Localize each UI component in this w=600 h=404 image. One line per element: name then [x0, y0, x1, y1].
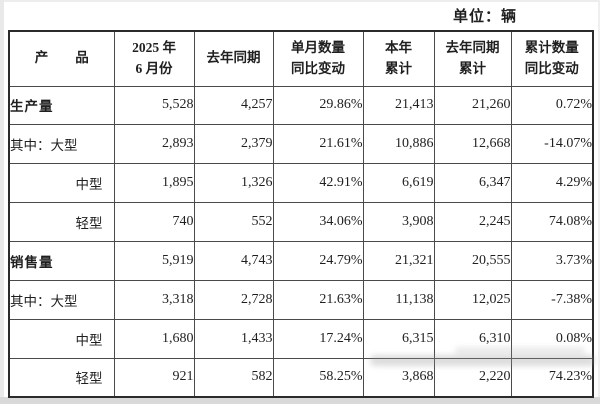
cell-value: 74.23% [510, 357, 594, 398]
table-row-sales: 销售量 5,919 4,743 24.79% 21,321 20,555 3.7… [8, 241, 594, 281]
header-line: 累计 [459, 60, 486, 76]
cell-value: -7.38% [510, 279, 594, 320]
cell-value: 74.08% [510, 202, 594, 243]
col-header-last-year-period: 去年同期 [193, 30, 274, 87]
row-label: 其中：大型 [8, 124, 115, 165]
cell-value: 34.06% [272, 202, 364, 243]
header-line: 6 月份 [135, 60, 173, 76]
cell-value: 3,318 [113, 279, 195, 320]
production-sales-table: 产 品 2025 年 6 月份 去年同期 单月数量 同比变动 本年 累 [8, 30, 594, 399]
cell-value: 4.29% [510, 163, 594, 204]
cell-value: 21,260 [433, 85, 512, 126]
cell-value: 12,025 [433, 279, 512, 320]
row-label: 中型 [8, 163, 115, 204]
cell-value: -14.07% [510, 124, 594, 165]
header-line: 产 品 [34, 50, 89, 66]
col-header-monthly-yoy-change: 单月数量 同比变动 [272, 30, 364, 87]
row-label: 轻型 [8, 202, 115, 243]
cell-value: 1,326 [193, 163, 274, 204]
cell-value: 6,619 [362, 163, 435, 204]
table-row-sales-medium: 中型 1,680 1,433 17.24% 6,315 6,310 0.08% [8, 318, 594, 359]
cell-value: 5,919 [113, 241, 195, 281]
col-header-cumulative-yoy-change: 累计数量 同比变动 [510, 30, 594, 87]
col-header-last-year-ytd: 去年同期 累计 [433, 30, 512, 87]
cell-value: 11,138 [362, 279, 435, 320]
cell-value: 3,908 [362, 202, 435, 243]
cell-value: 4,257 [193, 85, 274, 126]
cell-value: 5,528 [113, 85, 195, 126]
table-row-production: 生产量 5,528 4,257 29.86% 21,413 21,260 0.7… [8, 85, 594, 126]
cell-value: 552 [193, 202, 274, 243]
cell-value: 21,413 [362, 85, 435, 126]
row-label: 生产量 [8, 85, 115, 126]
cell-value: 21.61% [272, 124, 364, 165]
header-line: 单月数量 [291, 39, 345, 55]
header-line: 累计 [385, 60, 412, 76]
header-line: 去年同期 [445, 39, 500, 55]
cell-value: 6,315 [362, 318, 435, 359]
row-label: 其中：大型 [8, 279, 115, 320]
col-header-product: 产 品 [8, 30, 115, 87]
cell-value: 6,347 [433, 163, 512, 204]
unit-label: 单位：辆 [453, 9, 518, 25]
header-line: 本年 [385, 39, 412, 55]
cell-value: 740 [113, 202, 195, 243]
cell-value: 1,895 [113, 163, 195, 204]
watermark-smudge [370, 355, 595, 366]
row-label: 中型 [8, 318, 115, 359]
cell-value: 0.08% [510, 318, 594, 359]
cell-value: 42.91% [272, 163, 364, 204]
table-row-production-medium: 中型 1,895 1,326 42.91% 6,619 6,347 4.29% [8, 163, 594, 204]
page-edge-right [598, 0, 600, 404]
cell-value: 582 [193, 357, 274, 398]
cell-value: 20,555 [433, 241, 512, 281]
cell-value: 2,728 [193, 279, 274, 320]
header-line: 2025 年 [132, 39, 176, 55]
page-edge-bottom [0, 397, 600, 404]
cell-value: 3,868 [362, 357, 435, 398]
watermark-smudge [455, 347, 585, 354]
header-line: 去年同期 [206, 50, 261, 66]
page-edge-top [0, 0, 600, 2]
page-edge-left [0, 0, 4, 404]
cell-value: 29.86% [272, 85, 364, 126]
cell-value: 24.79% [272, 241, 364, 281]
col-header-current-month: 2025 年 6 月份 [113, 30, 195, 87]
cell-value: 921 [113, 357, 195, 398]
cell-value: 2,893 [113, 124, 195, 165]
header-line: 累计数量 [524, 39, 579, 55]
table-row-sales-large: 其中：大型 3,318 2,728 21.63% 11,138 12,025 -… [8, 279, 594, 320]
row-label: 销售量 [8, 241, 115, 281]
cell-value: 2,220 [433, 357, 512, 398]
cell-value: 58.25% [272, 357, 364, 398]
cell-value: 17.24% [272, 318, 364, 359]
cell-value: 6,310 [433, 318, 512, 359]
table-row-sales-light: 轻型 921 582 58.25% 3,868 2,220 74.23% [8, 357, 594, 398]
table-row-production-light: 轻型 740 552 34.06% 3,908 2,245 74.08% [8, 202, 594, 243]
cell-value: 12,668 [433, 124, 512, 165]
cell-value: 21,321 [362, 241, 435, 281]
col-header-ytd-total: 本年 累计 [362, 30, 435, 87]
cell-value: 1,433 [193, 318, 274, 359]
cell-value: 4,743 [193, 241, 274, 281]
cell-value: 10,886 [362, 124, 435, 165]
cell-value: 3.73% [510, 241, 594, 281]
header-line: 同比变动 [524, 60, 579, 76]
header-row: 产 品 2025 年 6 月份 去年同期 单月数量 同比变动 本年 累 [8, 30, 594, 87]
header-line: 同比变动 [291, 60, 345, 76]
row-label: 轻型 [8, 357, 115, 398]
cell-value: 21.63% [272, 279, 364, 320]
cell-value: 2,245 [433, 202, 512, 243]
cell-value: 2,379 [193, 124, 274, 165]
table-row-production-large: 其中：大型 2,893 2,379 21.61% 10,886 12,668 -… [8, 124, 594, 165]
cell-value: 0.72% [510, 85, 594, 126]
cell-value: 1,680 [113, 318, 195, 359]
